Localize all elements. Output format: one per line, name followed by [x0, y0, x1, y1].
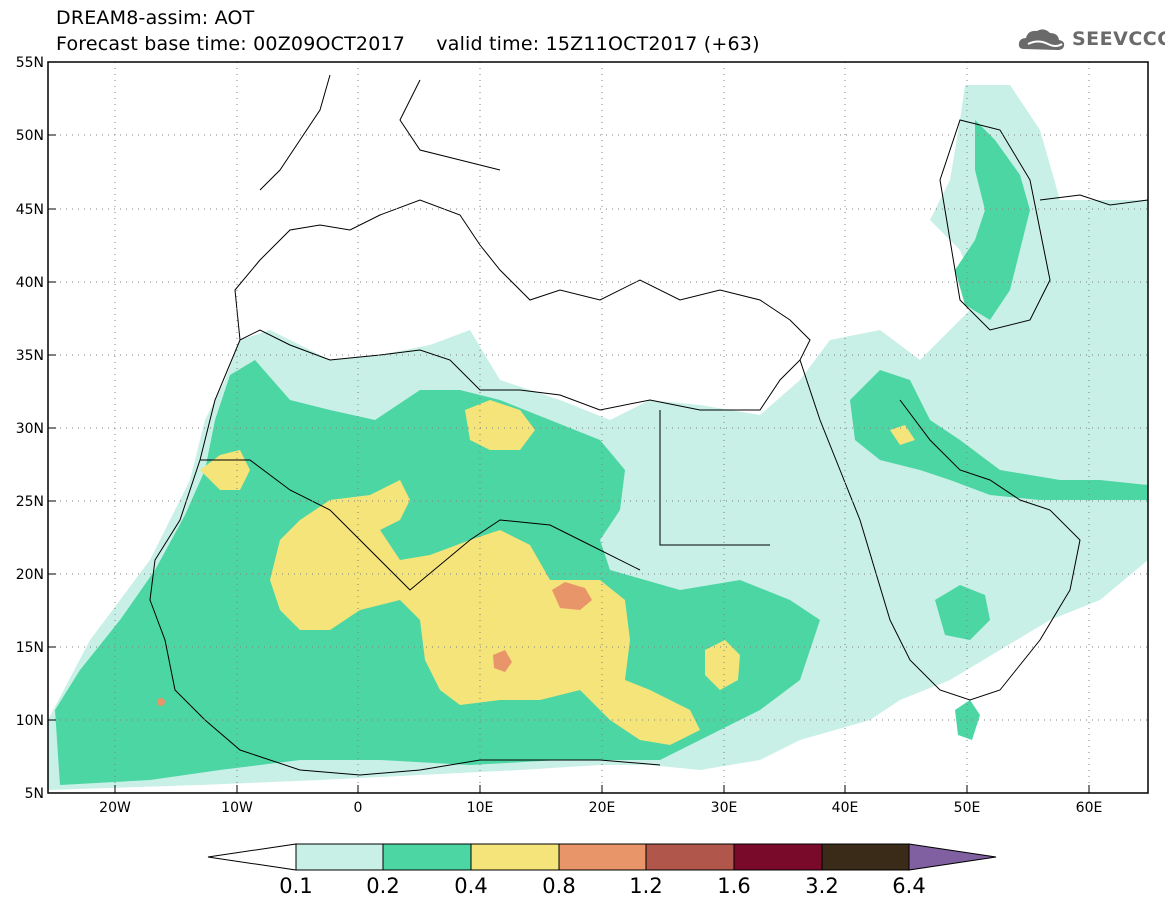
colorbar-high-extension	[908, 843, 997, 871]
lon-label: 20E	[589, 800, 616, 816]
lat-label: 35N	[16, 348, 44, 364]
lon-label: 0	[354, 800, 363, 816]
lat-label: 20N	[16, 567, 44, 583]
lat-label: 10N	[16, 713, 44, 729]
colorbar-label: 1.6	[717, 874, 750, 898]
lat-label: 55N	[16, 55, 44, 71]
colorbar-label: 0.8	[542, 874, 575, 898]
lat-label: 45N	[16, 202, 44, 218]
lon-label: 40E	[832, 800, 859, 816]
colorbar-label: 0.4	[454, 874, 487, 898]
colorbar-segment	[470, 843, 560, 871]
lat-label: 25N	[16, 494, 44, 510]
lon-label: 30E	[711, 800, 738, 816]
colorbar-label: 0.1	[279, 874, 312, 898]
colorbar	[207, 843, 997, 871]
cloud-logo-icon	[1018, 29, 1065, 50]
latitude-labels: 55N 50N 45N 40N 35N 30N 25N 20N 15N 10N …	[16, 55, 44, 802]
lon-label: 10W	[221, 800, 253, 816]
lon-label: 60E	[1076, 800, 1103, 816]
colorbar-label: 0.2	[366, 874, 399, 898]
colorbar-label: 6.4	[892, 874, 925, 898]
coastlines	[149, 74, 1148, 776]
colorbar-segment	[821, 843, 910, 871]
lon-label: 50E	[954, 800, 981, 816]
colorbar-segment	[382, 843, 472, 871]
colorbar-segment	[645, 843, 735, 871]
lat-label: 30N	[16, 421, 44, 437]
colorbar-low-extension	[207, 843, 297, 871]
logo-text: SEEVCCC	[1072, 28, 1165, 50]
lat-label: 15N	[16, 640, 44, 656]
lat-label: 5N	[25, 786, 44, 802]
longitude-labels: 20W 10W 0 10E 20E 30E 40E 50E 60E	[99, 800, 1102, 816]
aot-shading	[48, 85, 1148, 790]
colorbar-segment	[295, 843, 384, 871]
colorbar-segment	[733, 843, 823, 871]
lat-label: 50N	[16, 128, 44, 144]
colorbar-label: 3.2	[805, 874, 838, 898]
map-title: DREAM8-assim: AOT	[56, 7, 255, 29]
lat-label: 40N	[16, 275, 44, 291]
lon-label: 10E	[467, 800, 494, 816]
colorbar-labels: 0.1 0.2 0.4 0.8 1.2 1.6 3.2 6.4	[279, 874, 925, 898]
axis-ticks	[48, 61, 1090, 794]
map-subtitle: Forecast base time: 00Z09OCT2017 valid t…	[56, 33, 760, 55]
lon-label: 20W	[99, 800, 131, 816]
colorbar-segment	[558, 843, 647, 871]
colorbar-label: 1.2	[629, 874, 662, 898]
